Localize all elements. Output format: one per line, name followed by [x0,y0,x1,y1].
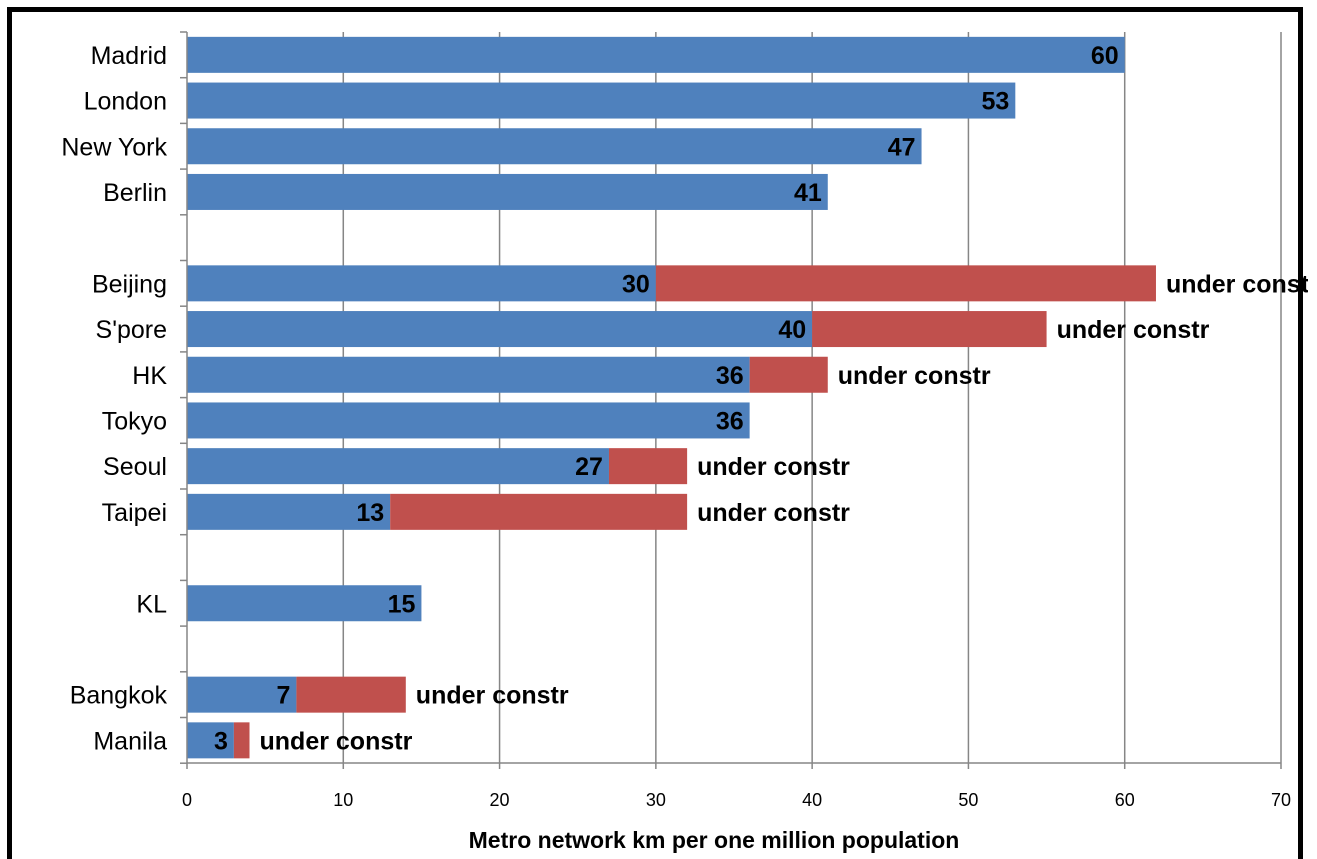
data-label: 13 [356,499,384,527]
data-label: 60 [1091,42,1119,70]
category-label: HK [132,362,167,390]
x-tick-label: 50 [958,790,978,810]
x-tick-label: 70 [1271,790,1291,810]
bar-built [187,356,750,393]
bar-under-construction [233,722,250,759]
bar-built [187,311,813,348]
category-label: Tokyo [102,407,167,435]
data-label: 15 [388,590,416,618]
x-tick-label: 60 [1115,790,1135,810]
axes [180,31,1282,769]
category-label: Taipei [102,499,167,527]
bar-built [187,173,828,210]
bar-built [187,493,391,530]
labels: 0 10 20 30 40 50 60 70 Madrid 60 London 53 New York 4… [61,42,1308,810]
chart-frame: 0 10 20 30 40 50 60 70 Madrid 60 London 53 New York 4… [7,7,1308,859]
category-label: Madrid [91,42,167,70]
under-construction-label: under constr [1166,270,1308,298]
bar-built [187,82,1016,119]
bar-built [187,585,422,622]
data-label: 27 [575,453,603,481]
data-label: 36 [716,362,744,390]
x-axis-title: Metro network km per one million populat… [469,827,960,853]
category-label: Manila [93,727,167,755]
category-label: Seoul [103,453,167,481]
x-tick-label: 40 [802,790,822,810]
under-construction-label: under constr [416,682,569,710]
category-label: Bangkok [70,682,168,710]
x-tick-label: 0 [182,790,192,810]
data-label: 3 [214,727,228,755]
data-label: 36 [716,407,744,435]
bar-built [187,722,234,759]
x-tick-label: 10 [333,790,353,810]
bar-under-construction [296,676,406,713]
category-label: London [84,88,167,116]
x-tick-label: 30 [646,790,666,810]
category-label: S'pore [96,316,167,344]
under-construction-label: under constr [260,727,413,755]
data-label: 30 [622,270,650,298]
bar-under-construction [390,493,688,530]
bar-under-construction [812,311,1047,348]
under-construction-label: under constr [697,453,850,481]
bar-built [187,265,656,302]
category-label: Berlin [103,179,167,207]
bar-under-construction [655,265,1156,302]
bar-built [187,676,297,713]
data-label: 41 [794,179,822,207]
data-label: 40 [778,316,806,344]
under-construction-label: under constr [838,362,991,390]
bar-under-construction [608,448,688,485]
bar-built [187,448,609,485]
data-label: 53 [982,88,1010,116]
category-label: Beijing [92,270,167,298]
data-label: 47 [888,133,916,161]
bars [187,36,1156,759]
bar-built [187,128,922,165]
data-label: 7 [276,682,290,710]
x-tick-label: 20 [490,790,510,810]
metro-bar-chart: 0 10 20 30 40 50 60 70 Madrid 60 London 53 New York 4… [61,31,1308,853]
under-construction-label: under constr [1057,316,1210,344]
bar-under-construction [749,356,828,393]
under-construction-label: under constr [697,499,850,527]
bar-built [187,402,750,439]
category-label: New York [61,133,167,161]
category-label: KL [136,590,167,618]
bar-built [187,36,1125,73]
